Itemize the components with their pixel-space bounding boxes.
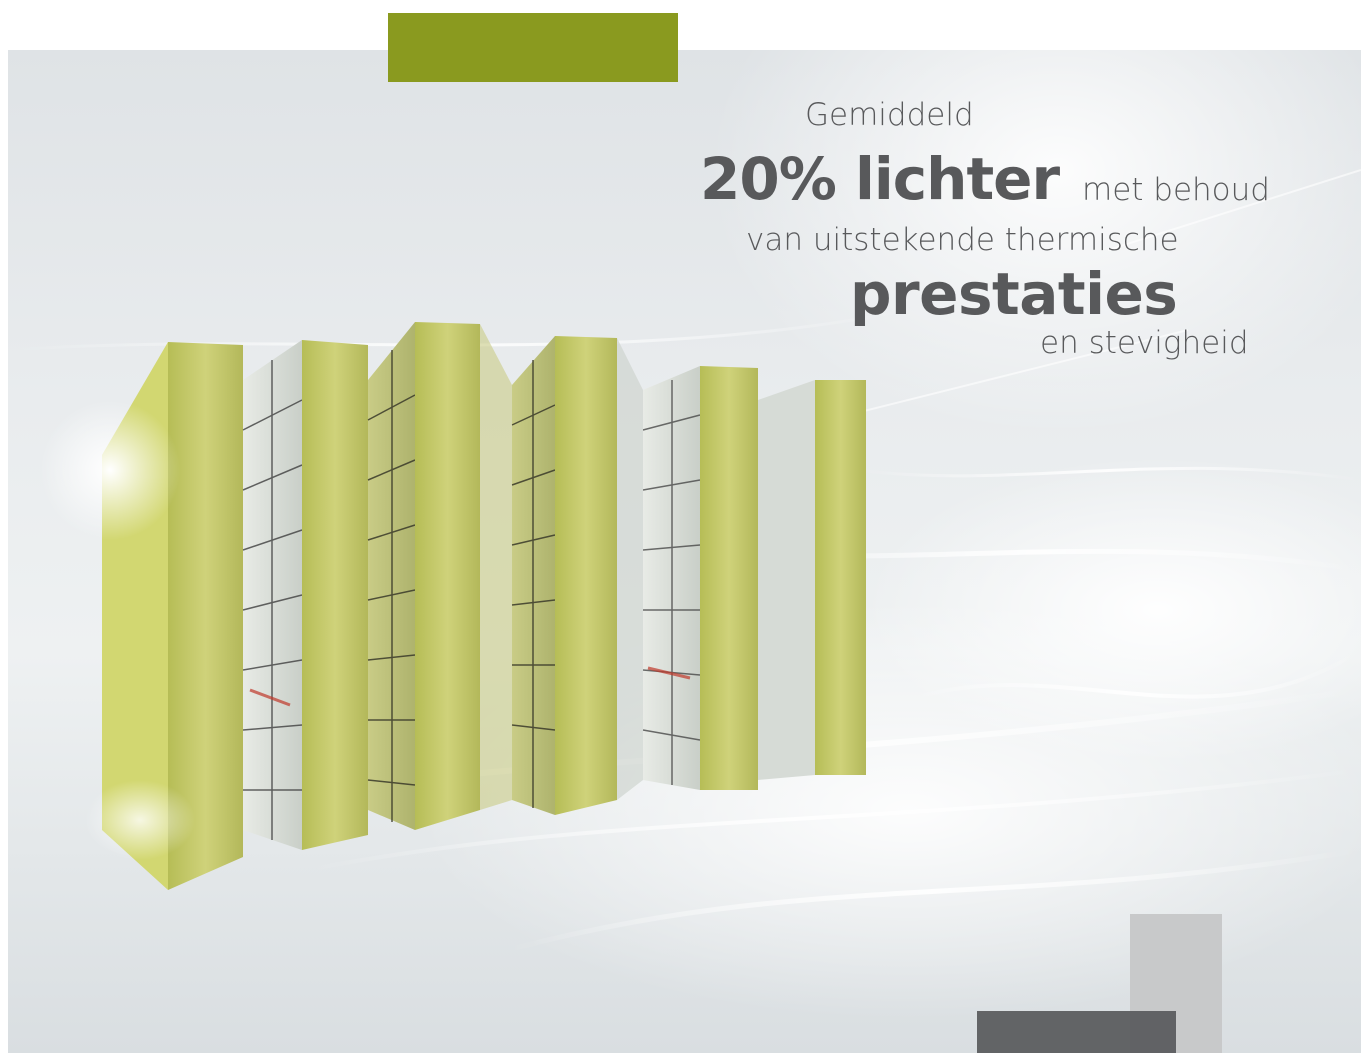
headline-line-2-bold: 20% lichter [700, 145, 1060, 213]
headline-line-4-bold: prestaties [850, 260, 1178, 328]
headline-line-1: Gemiddeld [805, 97, 974, 133]
headline-line-5: en stevigheid [1040, 325, 1249, 361]
headline-line-2-rest: met behoud [1082, 172, 1270, 208]
accent-green-bar [388, 13, 678, 82]
headline: Gemiddeld 20% lichter met behoud van uit… [0, 0, 1361, 380]
accent-grey-dark-block [977, 1011, 1176, 1053]
headline-line-3: van uitstekende thermische [746, 222, 1179, 258]
